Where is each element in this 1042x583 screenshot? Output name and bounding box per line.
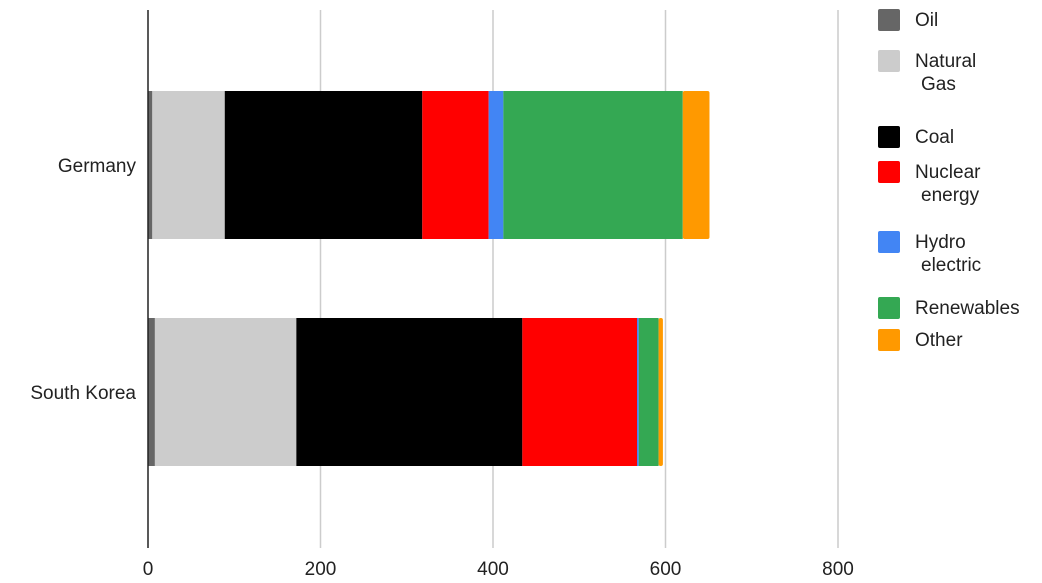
legend-swatch — [878, 329, 900, 351]
legend-swatch — [878, 9, 900, 31]
x-tick-label: 600 — [650, 559, 682, 580]
legend-label: Nuclear — [915, 162, 981, 183]
bars — [148, 91, 710, 466]
bar-segment-other — [682, 91, 710, 239]
legend-label: energy — [921, 185, 980, 206]
x-tick-label: 0 — [143, 559, 154, 580]
legend-label: Coal — [915, 127, 954, 148]
category-label: South Korea — [30, 383, 136, 404]
bar-segment-natural-gas — [152, 91, 225, 239]
legend-label: Hydro — [915, 232, 966, 253]
legend-label: Gas — [921, 74, 956, 95]
gridlines — [319, 10, 839, 548]
bar-segment-coal — [296, 318, 523, 466]
legend-label: electric — [921, 255, 981, 276]
bar-segment-renewables — [638, 318, 659, 466]
bar-segment-oil — [148, 91, 153, 239]
x-tick-label: 400 — [477, 559, 509, 580]
legend-label: Renewables — [915, 298, 1020, 319]
bar-segment-nuclear-energy — [522, 318, 638, 466]
bar-segment-coal — [224, 91, 423, 239]
legend-swatch — [878, 231, 900, 253]
x-tick-label: 800 — [822, 559, 854, 580]
x-axis-tick-labels: 0 200 400 600 800 — [143, 559, 854, 580]
category-labels: Germany South Korea — [30, 156, 136, 404]
x-tick-label: 200 — [305, 559, 337, 580]
bar-segment-hydro-electric — [637, 318, 639, 466]
legend-label: Natural — [915, 51, 976, 72]
bar-segment-natural-gas — [154, 318, 297, 466]
bar-segment-renewables — [503, 91, 683, 239]
legend-swatch — [878, 50, 900, 72]
legend-swatch — [878, 161, 900, 183]
bar-segment-oil — [148, 318, 155, 466]
bar-segment-other — [658, 318, 663, 466]
bar-segment-nuclear-energy — [422, 91, 489, 239]
legend-swatch — [878, 297, 900, 319]
legend-swatch — [878, 126, 900, 148]
category-label: Germany — [58, 156, 137, 177]
bar-segment-hydro-electric — [488, 91, 504, 239]
legend-label: Other — [915, 330, 963, 351]
legend-label: Oil — [915, 10, 938, 31]
